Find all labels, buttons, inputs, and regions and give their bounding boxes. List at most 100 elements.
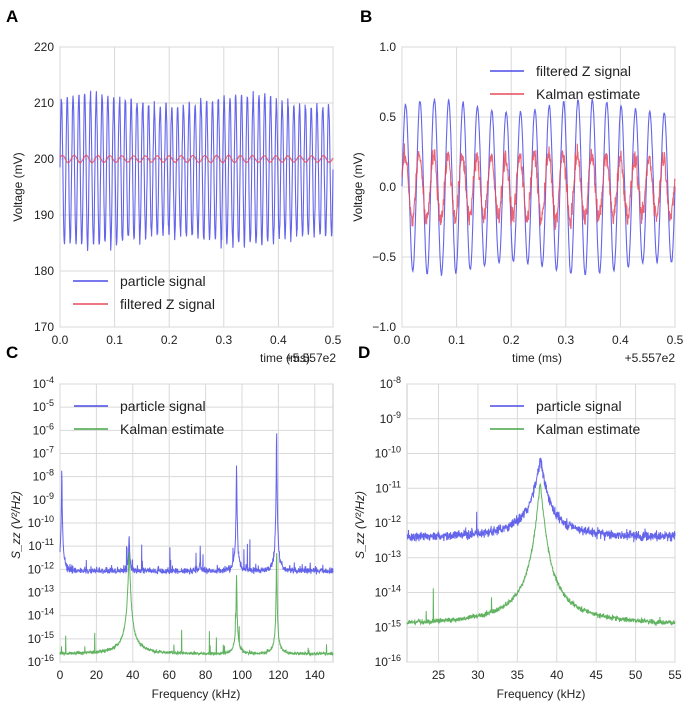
- panel-a: A 0.0 0.1 0.2 0.3 0.4 0.5 170 180 190 200 210 220 t…: [6, 7, 342, 365]
- series-line-b-2: [401, 143, 676, 231]
- x-tick-label: 55: [668, 668, 682, 682]
- y-axis-label-d-text: S_zz (V²/Hz): [353, 491, 367, 559]
- x-tick-label: 30: [471, 668, 485, 682]
- series-line-d-2: [406, 482, 676, 626]
- x-tick-label: 35: [511, 668, 525, 682]
- y-axis-label-b: Voltage (mV): [351, 152, 365, 221]
- x-tick-label: 0.0: [52, 333, 69, 347]
- y-tick-label: 10-12: [375, 514, 401, 530]
- panel-b: B 0.0 0.1 0.2 0.3 0.4 0.5 −1.0 −0.5 0.0 0.5 1.0 ti…: [351, 7, 683, 365]
- x-axis-label-c: Frequency (kHz): [152, 687, 241, 701]
- panel-label-b: B: [360, 7, 372, 26]
- x-tick-label: 0: [57, 668, 64, 682]
- x-tick-label: 0.2: [503, 333, 520, 347]
- x-tick-label: 0.4: [612, 333, 629, 347]
- x-tick-label: 40: [126, 668, 140, 682]
- y-tick-label: 10-14: [375, 584, 401, 600]
- x-tick-label: 0.2: [161, 333, 178, 347]
- y-tick-label: 10-12: [28, 560, 54, 576]
- x-tick-label: 60: [163, 668, 177, 682]
- x-tick-label: 100: [232, 668, 252, 682]
- x-tick-label: 20: [90, 668, 104, 682]
- y-tick-label: 10-16: [375, 653, 401, 669]
- legend-label-b-1: filtered Z signal: [536, 63, 631, 79]
- series-line-c-1: [59, 433, 334, 575]
- y-tick-label: 10-8: [33, 468, 54, 484]
- series-line-b-1: [401, 98, 676, 276]
- y-tick-label: −1.0: [372, 320, 396, 334]
- y-tick-label: 190: [34, 208, 54, 222]
- x-tick-label: 0.5: [667, 333, 683, 347]
- x-tick-label: 0.3: [215, 333, 232, 347]
- x-tick-label: 0.5: [325, 333, 342, 347]
- panel-c: C 0 20 40 60 80 100 120 140 10-4 10-5 10-6 10-7 10-8…: [6, 343, 334, 701]
- legend-label-d-2: Kalman estimate: [536, 421, 640, 437]
- ticks-a: 0.0 0.1 0.2 0.3 0.4 0.5 170 180 190 200 210 220: [34, 40, 342, 347]
- offset-label-b: +5.557e2: [625, 351, 676, 365]
- y-tick-label: 10-6: [33, 421, 54, 437]
- series-group-d: [406, 457, 676, 626]
- y-tick-label: 10-11: [375, 479, 401, 495]
- ticks-d: 25 30 35 40 45 50 55 10-8 10-9 10-10 10-11 10-12 10-…: [375, 375, 682, 682]
- offset-label-a-visible: +5.557e2: [286, 351, 337, 365]
- series-group-c: [59, 433, 334, 657]
- y-tick-label: 10-9: [380, 410, 401, 426]
- legend-label-c-1: particle signal: [120, 398, 206, 414]
- y-axis-label-c: S_zz (V²/Hz): [9, 491, 23, 559]
- y-tick-label: 10-4: [33, 375, 54, 391]
- y-axis-label-c-text: S_zz (V²/Hz): [9, 491, 23, 559]
- panel-label-d: D: [358, 343, 370, 362]
- panel-label-a: A: [6, 7, 18, 26]
- panel-label-c: C: [6, 343, 18, 362]
- y-tick-label: 170: [34, 320, 54, 334]
- x-tick-label: 0.4: [270, 333, 287, 347]
- y-axis-label-a: Voltage (mV): [11, 152, 25, 221]
- y-tick-label: 10-14: [28, 607, 54, 623]
- x-tick-label: 40: [550, 668, 564, 682]
- legend-label-a-1: particle signal: [120, 273, 206, 289]
- legend-b: filtered Z signal Kalman estimate: [490, 63, 640, 102]
- series-group-a: [59, 90, 334, 252]
- y-axis-label-d: S_zz (V²/Hz): [353, 491, 367, 559]
- x-tick-label: 0.3: [557, 333, 574, 347]
- y-tick-label: 180: [34, 264, 54, 278]
- x-tick-label: 0.1: [106, 333, 123, 347]
- y-tick-label: 220: [34, 40, 54, 54]
- legend-d: particle signal Kalman estimate: [490, 398, 640, 437]
- y-tick-label: 10-10: [28, 514, 54, 530]
- x-tick-label: 50: [629, 668, 643, 682]
- x-tick-label: 45: [589, 668, 603, 682]
- y-tick-label: 10-15: [28, 630, 54, 646]
- y-tick-label: 200: [34, 152, 54, 166]
- x-tick-label: 140: [305, 668, 325, 682]
- legend-label-c-2: Kalman estimate: [120, 421, 224, 437]
- y-tick-label: 10-16: [28, 653, 54, 669]
- y-tick-label: 10-15: [375, 618, 401, 634]
- series-line-d-1: [406, 457, 676, 543]
- legend-a: particle signal filtered Z signal: [73, 273, 215, 312]
- legend-c: particle signal Kalman estimate: [74, 398, 224, 437]
- y-tick-label: 0.5: [379, 110, 396, 124]
- y-tick-label: 10-13: [28, 584, 54, 600]
- x-axis-label-d: Frequency (kHz): [497, 687, 586, 701]
- y-tick-label: 10-7: [33, 445, 54, 461]
- x-tick-label: 80: [199, 668, 213, 682]
- y-tick-label: 10-8: [380, 375, 401, 391]
- legend-label-b-2: Kalman estimate: [536, 86, 640, 102]
- y-tick-label: 10-10: [375, 445, 401, 461]
- x-tick-label: 0.0: [394, 333, 411, 347]
- ticks-c: 0 20 40 60 80 100 120 140 10-4 10-5 10-6 10-7 10-8 10…: [28, 375, 326, 682]
- x-axis-label-a: time (ms): [260, 351, 310, 365]
- series-group-b: [401, 98, 676, 276]
- series-line-c-2: [59, 551, 334, 657]
- y-tick-label: 0.0: [379, 180, 396, 194]
- y-tick-label: 210: [34, 96, 54, 110]
- x-tick-label: 25: [432, 668, 446, 682]
- y-tick-label: 10-13: [375, 549, 401, 565]
- y-tick-label: 10-9: [33, 491, 54, 507]
- y-tick-label: −0.5: [372, 250, 396, 264]
- legend-label-d-1: particle signal: [536, 398, 622, 414]
- series-line-a-2: [59, 154, 334, 164]
- y-tick-label: 1.0: [379, 40, 396, 54]
